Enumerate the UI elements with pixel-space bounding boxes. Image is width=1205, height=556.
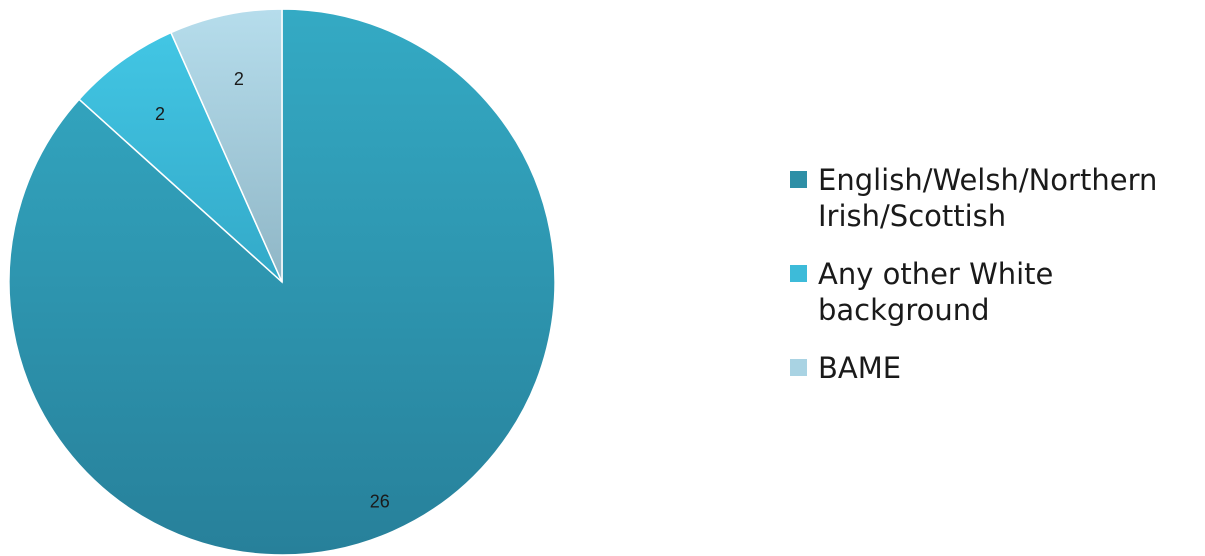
pie-chart: 26 2 2 [8,8,556,556]
legend-label: English/Welsh/Northern Irish/Scottish [818,163,1158,233]
slice-bame [169,8,283,283]
legend: English/Welsh/Northern Irish/Scottish An… [790,162,1200,408]
legend-swatch [790,171,807,188]
legend-label: BAME [818,351,902,385]
data-label: 26 [370,491,390,511]
data-label: 2 [234,69,244,89]
legend-swatch [790,265,807,282]
slice-any-other-white-background [78,31,283,283]
data-label: 2 [155,104,165,124]
legend-item-any-other-white-background: Any other White background [790,256,1200,328]
legend-item-english-welsh-northern-irish-scottish: English/Welsh/Northern Irish/Scottish [790,162,1200,234]
legend-swatch [790,359,807,376]
legend-label: Any other White background [818,257,1054,327]
legend-item-bame: BAME [790,350,1200,386]
